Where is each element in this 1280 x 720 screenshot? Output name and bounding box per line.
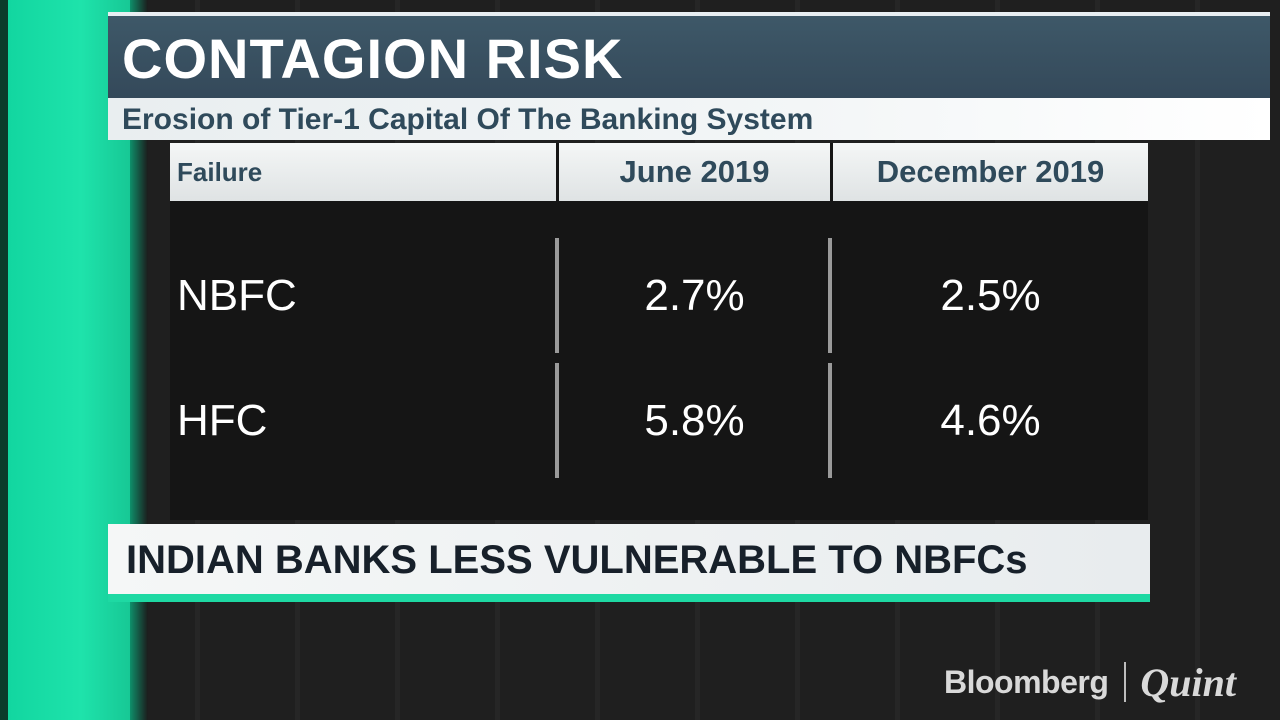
column-divider	[555, 238, 559, 353]
column-divider	[828, 363, 832, 478]
table-row: NBFC 2.7% 2.5%	[170, 238, 1148, 353]
subtitle-band: Erosion of Tier-1 Capital Of The Banking…	[108, 98, 1270, 140]
brand-separator	[1124, 662, 1127, 702]
row-label: HFC	[177, 395, 268, 445]
headline-text: INDIAN BANKS LESS VULNERABLE TO NBFCs	[126, 538, 1028, 582]
column-header-december-2019: December 2019	[833, 143, 1148, 201]
table-row: HFC 5.8% 4.6%	[170, 363, 1148, 478]
page-title: CONTAGION RISK	[122, 27, 624, 90]
column-header-failure: Failure	[170, 143, 556, 201]
table-header-row: Failure June 2019 December 2019	[170, 143, 1148, 201]
headline-band: INDIAN BANKS LESS VULNERABLE TO NBFCs	[108, 524, 1150, 602]
row-label: NBFC	[177, 270, 297, 320]
brand-logo: Bloomberg Quint	[944, 659, 1236, 705]
left-edge-strip	[0, 0, 8, 720]
column-divider	[828, 238, 832, 353]
cell-december-2019: 2.5%	[940, 270, 1041, 320]
data-table: Failure June 2019 December 2019 NBFC 2.7…	[170, 143, 1148, 520]
brand-secondary: Quint	[1140, 659, 1236, 705]
cell-december-2019: 4.6%	[940, 395, 1041, 445]
title-band: CONTAGION RISK	[108, 12, 1270, 98]
brand-primary: Bloomberg	[944, 663, 1109, 700]
column-header-june-2019: June 2019	[559, 143, 830, 201]
page-subtitle: Erosion of Tier-1 Capital Of The Banking…	[122, 103, 814, 136]
cell-june-2019: 2.7%	[644, 270, 745, 320]
cell-june-2019: 5.8%	[644, 395, 745, 445]
column-divider	[555, 363, 559, 478]
